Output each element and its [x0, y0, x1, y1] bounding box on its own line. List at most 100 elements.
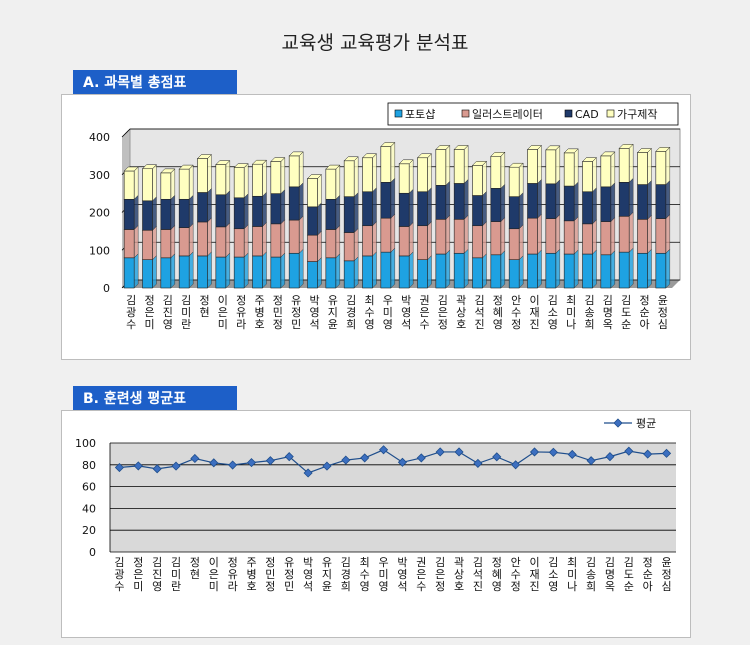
bar-segment	[600, 186, 612, 222]
bar-top	[471, 161, 488, 166]
bar-segment	[142, 168, 153, 202]
bar-side	[610, 250, 616, 289]
bar-side	[280, 219, 286, 258]
data-point	[171, 461, 181, 471]
bar-side	[463, 214, 469, 254]
bar-side	[188, 222, 194, 257]
bar-segment	[307, 206, 318, 236]
data-point	[548, 447, 558, 457]
bar-side	[372, 153, 377, 193]
bar-segment	[325, 257, 337, 289]
bar-side	[647, 248, 652, 289]
data-point	[303, 468, 313, 478]
bar-side	[537, 213, 542, 255]
legend-swatch	[394, 109, 403, 118]
bar-side	[628, 143, 634, 183]
bar-top	[618, 144, 634, 149]
bar-segment	[472, 165, 483, 196]
bar-segment	[472, 257, 483, 289]
bar-top	[178, 164, 194, 170]
data-point	[322, 461, 332, 471]
bar-segment	[160, 229, 172, 259]
bar-side	[335, 224, 341, 259]
bar-segment	[233, 197, 245, 230]
bar-segment	[618, 148, 630, 183]
bar-segment	[490, 155, 502, 189]
bar-side	[390, 213, 396, 253]
bar-segment	[563, 152, 575, 187]
chart-b-panel: 0 20 40 60 80 100 김 광 수 정 은 미 김 진 영 김 미 란 정 현 이 은 미 정 유 라 주 병 호 정 민 정 유 정…	[61, 410, 691, 638]
bar-segment	[490, 188, 502, 222]
bar-side	[335, 164, 341, 200]
bar-side	[298, 182, 304, 221]
bar-segment	[252, 163, 263, 197]
bar-segment	[288, 219, 300, 254]
bar-segment	[307, 261, 318, 289]
bar-side	[537, 178, 542, 219]
bar-top	[288, 151, 304, 157]
bar-side	[592, 187, 597, 225]
bar-side	[463, 178, 469, 220]
bar-segment	[600, 221, 612, 256]
bar-side	[243, 224, 249, 258]
data-point	[454, 447, 464, 457]
legend-label: 가구제작	[617, 108, 657, 121]
bar-side	[152, 164, 157, 202]
bar-side	[445, 180, 451, 220]
bar-segment	[398, 255, 410, 289]
bar-side	[518, 255, 524, 289]
bar-top	[196, 154, 213, 159]
bar-segment	[417, 191, 428, 227]
bar-segment	[453, 183, 465, 220]
bar-top	[398, 159, 414, 165]
bar-segment	[215, 164, 227, 196]
bar-side	[408, 251, 414, 289]
y-tick-label: 0	[103, 282, 110, 295]
bar-side	[133, 194, 139, 231]
bar-side	[280, 252, 286, 289]
stacked-bar-chart: 0 100 200 300 400 김 광 수 정 은 미 김 진 영 김 미 란 정 현 이 은 미 정 유 라 주 병 호 정 민 정 유…	[89, 102, 681, 331]
bar-segment	[252, 255, 263, 289]
bar-segment	[435, 253, 447, 289]
bar-segment	[197, 221, 208, 257]
bar-segment	[270, 256, 282, 289]
bar-side	[592, 249, 597, 289]
bar-segment	[380, 182, 392, 219]
bar-segment	[417, 259, 428, 289]
bar-side	[207, 187, 212, 223]
bar-top	[270, 157, 286, 162]
bar-side	[500, 151, 506, 189]
data-point	[360, 453, 370, 463]
bar-side	[243, 162, 249, 199]
bar-side	[665, 146, 671, 186]
data-point	[435, 447, 445, 457]
bar-segment	[270, 161, 282, 194]
bar-side	[482, 221, 487, 259]
bar-segment	[307, 234, 318, 262]
bar-side	[482, 253, 487, 289]
bar-side	[133, 224, 139, 259]
bar-segment	[398, 226, 410, 257]
bar-segment	[160, 198, 172, 230]
legend-swatch	[461, 109, 470, 118]
bar-segment	[160, 257, 172, 289]
